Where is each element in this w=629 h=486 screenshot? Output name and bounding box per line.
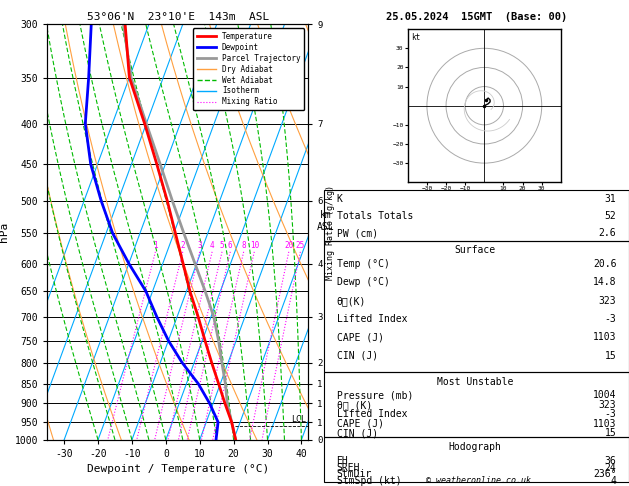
- Text: Hodograph: Hodograph: [448, 442, 501, 452]
- Text: 323: 323: [599, 399, 616, 410]
- Legend: Temperature, Dewpoint, Parcel Trajectory, Dry Adiabat, Wet Adiabat, Isotherm, Mi: Temperature, Dewpoint, Parcel Trajectory…: [193, 28, 304, 110]
- Text: 52: 52: [604, 211, 616, 222]
- Text: K: K: [337, 194, 342, 205]
- Text: kt: kt: [411, 33, 421, 42]
- Y-axis label: hPa: hPa: [0, 222, 9, 242]
- Text: StmSpd (kt): StmSpd (kt): [337, 476, 401, 486]
- Text: CAPE (J): CAPE (J): [337, 418, 384, 429]
- Y-axis label: km
ASL: km ASL: [316, 210, 334, 232]
- Text: © weatheronline.co.uk: © weatheronline.co.uk: [426, 476, 530, 485]
- Text: Pressure (mb): Pressure (mb): [337, 390, 413, 400]
- Text: 15: 15: [604, 351, 616, 361]
- Title: 53°06'N  23°10'E  143m  ASL: 53°06'N 23°10'E 143m ASL: [87, 12, 269, 22]
- Text: Totals Totals: Totals Totals: [337, 211, 413, 222]
- Text: StmDir: StmDir: [337, 469, 372, 479]
- Text: 4: 4: [611, 476, 616, 486]
- Text: Lifted Index: Lifted Index: [337, 409, 407, 419]
- Text: PW (cm): PW (cm): [337, 228, 377, 239]
- Text: 1004: 1004: [593, 390, 616, 400]
- Text: 3: 3: [198, 241, 202, 250]
- Text: -3: -3: [604, 409, 616, 419]
- Text: 4: 4: [210, 241, 214, 250]
- X-axis label: Dewpoint / Temperature (°C): Dewpoint / Temperature (°C): [87, 465, 269, 474]
- Text: 14.8: 14.8: [593, 278, 616, 287]
- Text: SREH: SREH: [337, 463, 360, 473]
- Text: CIN (J): CIN (J): [337, 428, 377, 438]
- Text: 1103: 1103: [593, 332, 616, 343]
- Text: θᴇ (K): θᴇ (K): [337, 399, 372, 410]
- Text: Mixing Ratio (g/kg): Mixing Ratio (g/kg): [326, 185, 335, 279]
- Text: 323: 323: [599, 296, 616, 306]
- Text: 10: 10: [250, 241, 259, 250]
- Text: 31: 31: [604, 194, 616, 205]
- Text: EH: EH: [337, 456, 348, 466]
- Text: 15: 15: [604, 428, 616, 438]
- Text: 6: 6: [228, 241, 233, 250]
- Text: 20.6: 20.6: [593, 259, 616, 269]
- Text: Surface: Surface: [454, 245, 496, 256]
- Text: -3: -3: [604, 314, 616, 324]
- Text: θᴇ(K): θᴇ(K): [337, 296, 366, 306]
- Text: 2.6: 2.6: [599, 228, 616, 239]
- Text: 36: 36: [604, 456, 616, 466]
- Text: 1103: 1103: [593, 418, 616, 429]
- Text: 20: 20: [284, 241, 293, 250]
- Text: CAPE (J): CAPE (J): [337, 332, 384, 343]
- Text: 24: 24: [604, 463, 616, 473]
- Text: 25: 25: [296, 241, 305, 250]
- Text: 8: 8: [242, 241, 246, 250]
- Text: Lifted Index: Lifted Index: [337, 314, 407, 324]
- Text: CIN (J): CIN (J): [337, 351, 377, 361]
- Text: Dewp (°C): Dewp (°C): [337, 278, 389, 287]
- Text: 5: 5: [220, 241, 225, 250]
- Text: 2: 2: [181, 241, 185, 250]
- Text: 236°: 236°: [593, 469, 616, 479]
- Text: Most Unstable: Most Unstable: [437, 377, 513, 387]
- Text: 25.05.2024  15GMT  (Base: 00): 25.05.2024 15GMT (Base: 00): [386, 12, 567, 22]
- Text: 1: 1: [153, 241, 158, 250]
- Text: LCL: LCL: [291, 416, 306, 424]
- Text: Temp (°C): Temp (°C): [337, 259, 389, 269]
